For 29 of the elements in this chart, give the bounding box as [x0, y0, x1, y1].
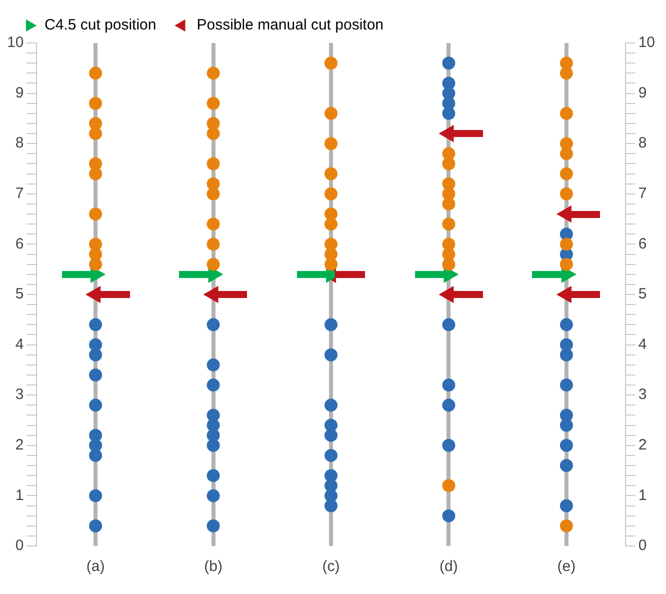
- y-tick-label: 7: [15, 185, 24, 202]
- y-tick-label: 2: [15, 436, 24, 454]
- y2-tick-label: 1: [638, 486, 647, 504]
- y2-tick-label: 4: [638, 336, 647, 353]
- x-tick-label: (e): [557, 558, 576, 576]
- y2-tick-label: 0: [638, 537, 647, 554]
- y-tick-label: 10: [6, 34, 24, 52]
- y2-tick-label: 7: [638, 185, 647, 202]
- x-tick-label: (b): [204, 558, 222, 576]
- y-tick-label: 9: [15, 84, 24, 102]
- y-tick-label: 3: [15, 386, 24, 404]
- y2-tick-label: 8: [638, 134, 647, 152]
- x-tick-label: (d): [440, 558, 458, 576]
- y-tick-label: 6: [15, 235, 24, 252]
- y-tick-label: 4: [15, 336, 24, 353]
- x-tick-label: (c): [322, 558, 340, 576]
- y-tick-label: 0: [15, 537, 24, 554]
- y2-tick-label: 10: [638, 34, 656, 52]
- legend-label: Possible manual cut positon: [196, 16, 384, 34]
- y-tick-label: 1: [15, 486, 24, 504]
- x-tick-label: (a): [86, 558, 105, 576]
- y2-tick-label: 9: [638, 84, 647, 102]
- y-tick-label: 8: [15, 134, 24, 152]
- y2-tick-label: 2: [638, 436, 647, 454]
- y2-tick-label: 6: [638, 235, 647, 252]
- legend-label: C4.5 cut position: [44, 16, 156, 34]
- y2-tick-label: 5: [638, 286, 647, 303]
- y-tick-label: 5: [15, 286, 24, 303]
- y2-tick-label: 3: [638, 386, 647, 404]
